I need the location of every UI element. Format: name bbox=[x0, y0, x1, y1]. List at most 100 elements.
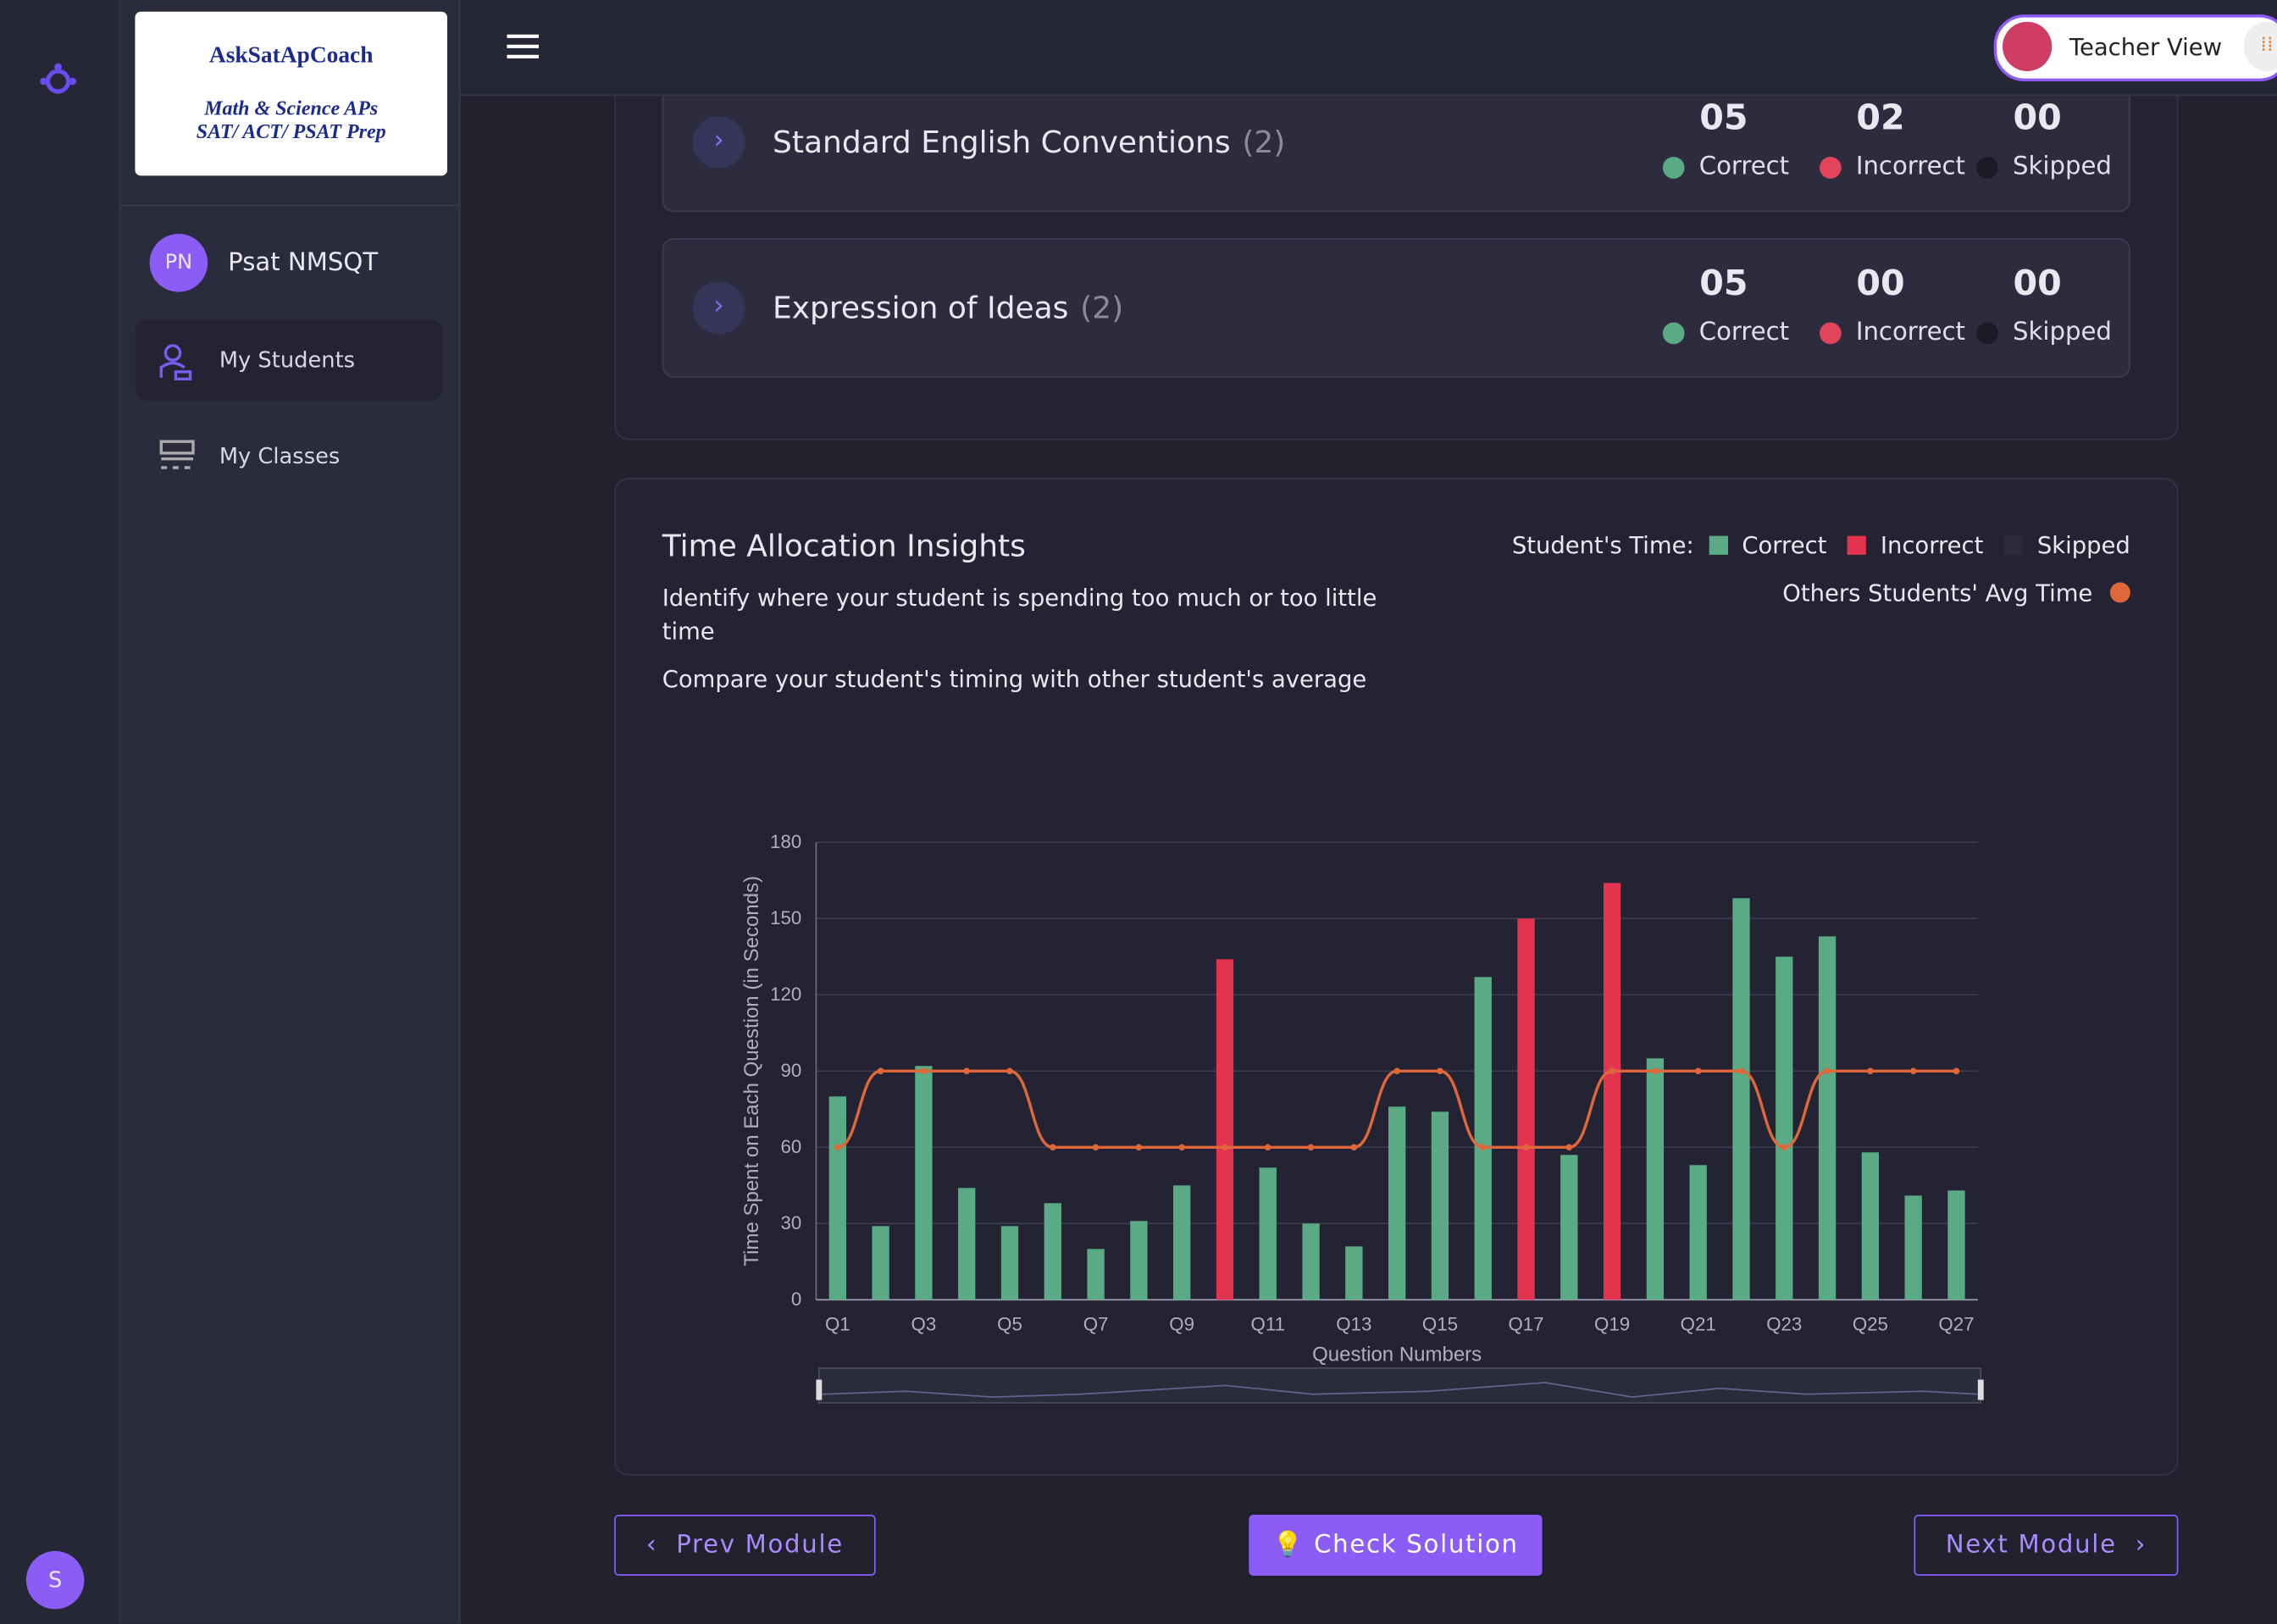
logo-title: AskSatApCoach bbox=[208, 43, 374, 69]
section-name: Standard English Conventions bbox=[773, 125, 1231, 160]
expand-button[interactable]: › bbox=[692, 281, 745, 335]
insights-card: Time Allocation Insights Identify where … bbox=[614, 478, 2179, 1476]
logo-line: SAT/ ACT/ PSAT Prep bbox=[196, 122, 386, 144]
next-button[interactable]: Next Module › bbox=[1914, 1515, 2179, 1577]
y-tick-label: 180 bbox=[770, 831, 801, 852]
x-tick-label: Q7 bbox=[1083, 1313, 1109, 1334]
menu-label: My Students bbox=[219, 346, 356, 374]
topbar: Teacher View ⁞⁞ bbox=[460, 0, 2277, 97]
bar bbox=[1474, 977, 1492, 1300]
bar bbox=[1947, 1190, 1965, 1300]
x-tick-label: Q1 bbox=[825, 1313, 850, 1334]
bar bbox=[1732, 898, 1750, 1300]
legend-swatch bbox=[1847, 535, 1866, 555]
y-tick-label: 60 bbox=[781, 1136, 802, 1157]
bar bbox=[1517, 918, 1535, 1300]
legend-label: Skipped bbox=[2036, 531, 2130, 560]
avg-point bbox=[1393, 1067, 1400, 1075]
avg-point bbox=[1953, 1067, 1960, 1075]
avg-point bbox=[1006, 1067, 1013, 1075]
bar bbox=[1818, 936, 1837, 1300]
avg-point bbox=[1609, 1067, 1615, 1075]
bar bbox=[1560, 1155, 1578, 1300]
bar bbox=[958, 1188, 976, 1300]
prev-button[interactable]: ‹ Prev Module bbox=[614, 1515, 876, 1577]
avg-point bbox=[1264, 1144, 1271, 1151]
section-title: Standard English Conventions (2) bbox=[773, 125, 1285, 159]
stat-label: Incorrect bbox=[1855, 152, 1965, 182]
x-tick-label: Q19 bbox=[1594, 1313, 1630, 1334]
profile-avatar: PN bbox=[149, 234, 208, 292]
x-tick-label: Q11 bbox=[1251, 1313, 1285, 1334]
stat-label: Correct bbox=[1698, 318, 1790, 347]
bar bbox=[1431, 1111, 1449, 1300]
insights-title: Time Allocation Insights bbox=[662, 529, 1026, 564]
logo-line: Math & Science APs bbox=[204, 98, 379, 121]
avg-point bbox=[877, 1067, 884, 1075]
stat-dot bbox=[1820, 322, 1842, 345]
view-label: Teacher View bbox=[2069, 33, 2223, 62]
stat-label: Skipped bbox=[2013, 152, 2112, 182]
section-title: Expression of Ideas (2) bbox=[773, 291, 1123, 325]
y-tick-label: 150 bbox=[770, 907, 801, 928]
avg-point bbox=[1050, 1144, 1056, 1151]
legend-swatch bbox=[1708, 535, 1728, 555]
section-count: (2) bbox=[1242, 125, 1286, 160]
insights-desc: Compare your student's timing with other… bbox=[662, 665, 1367, 693]
stat-number: 00 bbox=[2013, 263, 2062, 304]
stat-number: 05 bbox=[1699, 97, 1748, 138]
avg-point bbox=[1222, 1144, 1228, 1151]
bar bbox=[1173, 1185, 1191, 1300]
stat-label: Skipped bbox=[2013, 318, 2112, 347]
chart: 0 30 60 90 120 150 180 Q1 Q3 Q5 Q7 Q9 Q11 Q13 Q15 Q17 Q1… bbox=[740, 831, 1984, 1404]
x-tick-label: Q5 bbox=[997, 1313, 1022, 1334]
bar bbox=[1044, 1203, 1061, 1300]
stat-dot bbox=[1976, 157, 1998, 179]
y-tick-label: 120 bbox=[770, 984, 801, 1005]
bar bbox=[1388, 1106, 1406, 1300]
legend-label: Incorrect bbox=[1880, 531, 1984, 560]
bar bbox=[1646, 1058, 1665, 1300]
legend-title: Student's Time: bbox=[1511, 531, 1694, 560]
menu-item-active[interactable]: My Students bbox=[135, 319, 443, 402]
x-tick-label: Q21 bbox=[1681, 1313, 1716, 1334]
user-avatar[interactable]: S bbox=[25, 1550, 85, 1610]
legend-row: Student's Time: Correct Incorrect Skipped bbox=[1404, 531, 2130, 559]
avg-point bbox=[1522, 1144, 1530, 1151]
section-row: › Standard English Conventions (2) 05 Correc… bbox=[662, 72, 2130, 213]
bar bbox=[1345, 1246, 1363, 1300]
x-tick-label: Q17 bbox=[1508, 1313, 1543, 1334]
legend: Student's Time: Correct Incorrect Skipped Ot… bbox=[1404, 531, 2130, 607]
app-icon bbox=[40, 63, 77, 94]
menu-item[interactable]: My Classes bbox=[135, 418, 442, 494]
stat-number: 02 bbox=[1856, 97, 1905, 138]
legend-swatch bbox=[2109, 582, 2130, 603]
teacher-view-toggle[interactable]: Teacher View ⁞⁞ bbox=[1993, 14, 2277, 82]
section-name: Expression of Ideas bbox=[773, 290, 1069, 326]
bar bbox=[872, 1226, 889, 1300]
y-tick-label: 90 bbox=[781, 1060, 802, 1081]
bar bbox=[1689, 1165, 1707, 1300]
stat-dot bbox=[1662, 157, 1685, 179]
avg-point bbox=[1437, 1067, 1443, 1075]
bar bbox=[1087, 1249, 1105, 1300]
legend-label: Correct bbox=[1742, 531, 1827, 560]
check-button[interactable]: 💡 Check Solution bbox=[1249, 1515, 1543, 1577]
stat-label: Incorrect bbox=[1855, 318, 1965, 347]
expand-button[interactable]: › bbox=[692, 116, 745, 169]
stat-number: 00 bbox=[2013, 97, 2062, 138]
avg-point bbox=[1867, 1067, 1874, 1075]
bar bbox=[1000, 1226, 1019, 1300]
y-tick-label: 0 bbox=[791, 1289, 801, 1310]
y-axis-title: Time Spent on Each Question (in Seconds) bbox=[740, 876, 763, 1266]
avg-point bbox=[1479, 1144, 1487, 1151]
rail: S bbox=[0, 0, 121, 1624]
bar bbox=[1776, 956, 1793, 1300]
logo[interactable]: AskSatApCoach Math & Science APs SAT/ AC… bbox=[135, 11, 448, 176]
x-tick-label: Q15 bbox=[1422, 1313, 1458, 1334]
bar bbox=[1302, 1223, 1320, 1300]
x-axis-title: Question Numbers bbox=[1312, 1343, 1482, 1366]
y-tick-label: 30 bbox=[781, 1212, 802, 1233]
menu-button[interactable] bbox=[507, 32, 540, 61]
profile-name: Psat NMSQT bbox=[228, 248, 379, 278]
